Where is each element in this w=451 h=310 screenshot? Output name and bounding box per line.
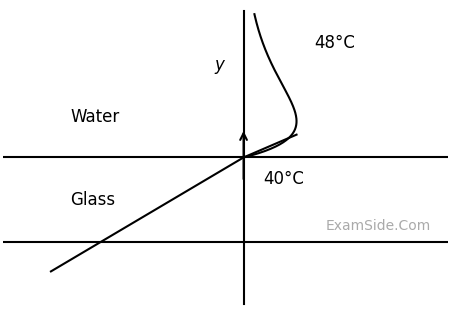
Text: ExamSide.Com: ExamSide.Com bbox=[326, 219, 431, 233]
Text: 48°C: 48°C bbox=[315, 34, 355, 52]
Text: Water: Water bbox=[70, 108, 120, 126]
Text: y: y bbox=[215, 55, 225, 74]
Text: 40°C: 40°C bbox=[263, 170, 304, 188]
Text: Glass: Glass bbox=[70, 191, 115, 209]
